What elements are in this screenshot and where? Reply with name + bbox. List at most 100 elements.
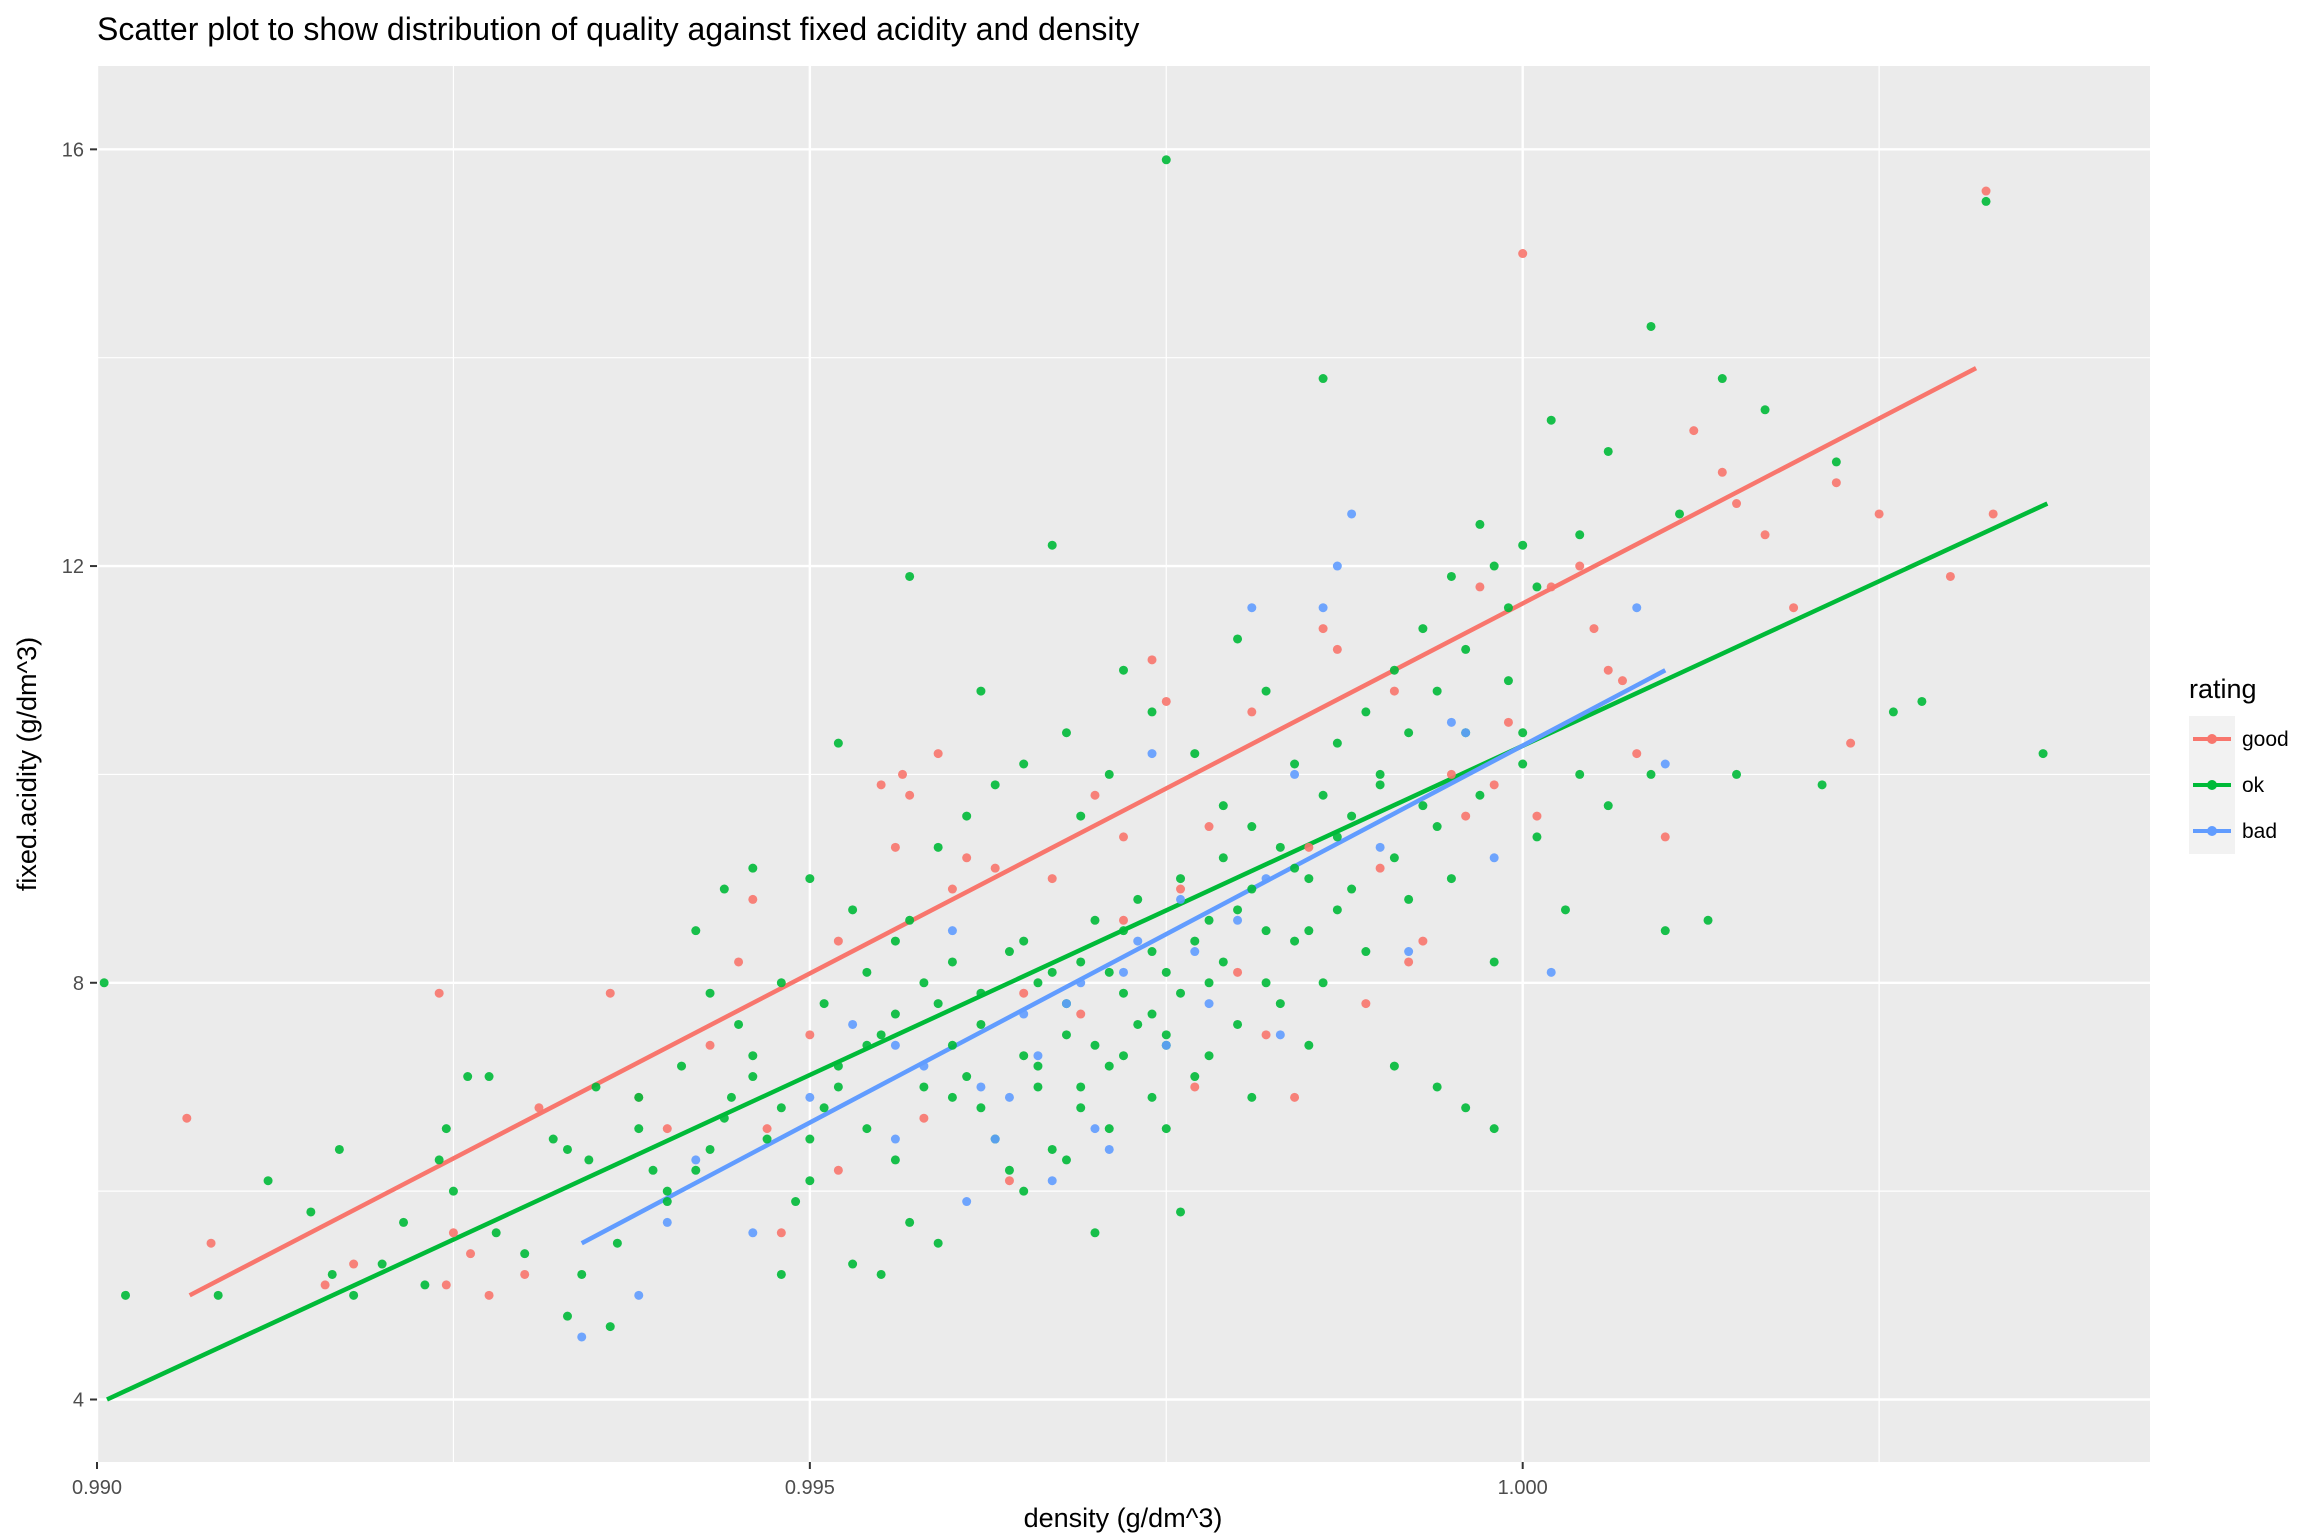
point-ok	[1361, 947, 1371, 957]
point-ok	[905, 571, 915, 581]
point-good	[898, 769, 908, 779]
point-ok	[1204, 915, 1214, 925]
point-ok	[862, 1124, 872, 1134]
point-ok	[1104, 1124, 1114, 1134]
point-ok	[1290, 936, 1300, 946]
point-ok	[726, 1092, 736, 1102]
point-bad	[990, 1134, 1000, 1144]
point-good	[1418, 936, 1428, 946]
point-ok	[1176, 1207, 1186, 1217]
point-ok	[1176, 988, 1186, 998]
point-good	[484, 1290, 494, 1300]
point-good	[1304, 842, 1314, 852]
point-ok	[1304, 926, 1314, 936]
point-ok	[1732, 769, 1742, 779]
point-ok	[1518, 728, 1528, 738]
point-ok	[99, 978, 109, 988]
point-ok	[463, 1072, 473, 1082]
point-ok	[1047, 967, 1057, 977]
point-ok	[734, 1019, 744, 1029]
point-ok	[1218, 853, 1228, 863]
point-ok	[1489, 957, 1499, 967]
point-ok	[1119, 1051, 1128, 1061]
point-ok	[1119, 665, 1128, 675]
point-ok	[962, 811, 972, 821]
point-ok	[1418, 624, 1428, 634]
point-ok	[306, 1207, 316, 1217]
point-ok	[919, 978, 929, 988]
point-ok	[1489, 561, 1499, 571]
point-ok	[1603, 801, 1613, 811]
point-good	[1988, 509, 1998, 519]
point-ok	[905, 1217, 915, 1227]
point-good	[890, 842, 900, 852]
point-ok	[1760, 405, 1770, 415]
point-bad	[1404, 947, 1414, 957]
point-ok	[1290, 759, 1300, 769]
point-ok	[1019, 759, 1029, 769]
point-ok	[1218, 957, 1228, 967]
point-good	[1176, 884, 1186, 894]
point-good	[919, 1113, 929, 1123]
point-ok	[520, 1249, 530, 1259]
point-good	[1247, 707, 1257, 717]
point-good	[990, 863, 1000, 873]
point-ok	[1475, 519, 1485, 529]
point-good	[1446, 769, 1456, 779]
point-ok	[1475, 790, 1485, 800]
point-ok	[1147, 947, 1157, 957]
point-ok	[634, 1092, 644, 1102]
point-ok	[776, 1269, 786, 1279]
point-good	[947, 884, 957, 894]
point-ok	[1304, 1040, 1314, 1050]
point-ok	[334, 1144, 344, 1154]
point-bad	[634, 1290, 644, 1300]
point-ok	[833, 1061, 843, 1071]
point-ok	[1076, 1103, 1086, 1113]
point-good	[1603, 665, 1613, 675]
point-ok	[1061, 728, 1071, 738]
point-bad	[691, 1155, 701, 1165]
point-ok	[662, 1186, 672, 1196]
chart-title: Scatter plot to show distribution of qua…	[97, 11, 1139, 47]
x-tick-label: 1.000	[1498, 1477, 1548, 1499]
point-good	[1290, 1092, 1300, 1102]
point-ok	[1161, 1124, 1171, 1134]
point-bad	[1375, 842, 1385, 852]
point-bad	[1489, 853, 1499, 863]
point-ok	[1318, 790, 1328, 800]
point-good	[1119, 832, 1128, 842]
point-ok	[1119, 988, 1128, 998]
point-ok	[1361, 707, 1371, 717]
point-bad	[1204, 999, 1214, 1009]
point-good	[833, 1165, 843, 1175]
point-good	[1575, 561, 1585, 571]
point-ok	[634, 1124, 644, 1134]
point-ok	[1717, 374, 1727, 384]
point-ok	[791, 1197, 801, 1207]
point-ok	[1389, 1061, 1399, 1071]
legend-label: ok	[2242, 774, 2265, 797]
point-ok	[1161, 155, 1171, 165]
legend-item-bad: bad	[2189, 808, 2277, 854]
point-ok	[1532, 832, 1542, 842]
point-ok	[1004, 1165, 1014, 1175]
point-ok	[1033, 978, 1043, 988]
point-ok	[577, 1269, 587, 1279]
point-ok	[947, 1092, 957, 1102]
point-bad	[1076, 978, 1086, 988]
point-good	[1318, 624, 1328, 634]
point-ok	[1532, 582, 1542, 592]
point-ok	[1318, 978, 1328, 988]
point-ok	[1104, 967, 1114, 977]
point-ok	[1233, 1019, 1243, 1029]
trend-line-bad	[580, 668, 1667, 1246]
point-good	[1945, 571, 1955, 581]
y-tick-label: 8	[73, 973, 84, 995]
point-bad	[1176, 894, 1186, 904]
x-tick-label: 0.990	[72, 1477, 122, 1499]
point-ok	[1147, 707, 1157, 717]
point-bad	[947, 926, 957, 936]
series-bad	[577, 509, 1670, 1342]
point-ok	[1247, 884, 1257, 894]
